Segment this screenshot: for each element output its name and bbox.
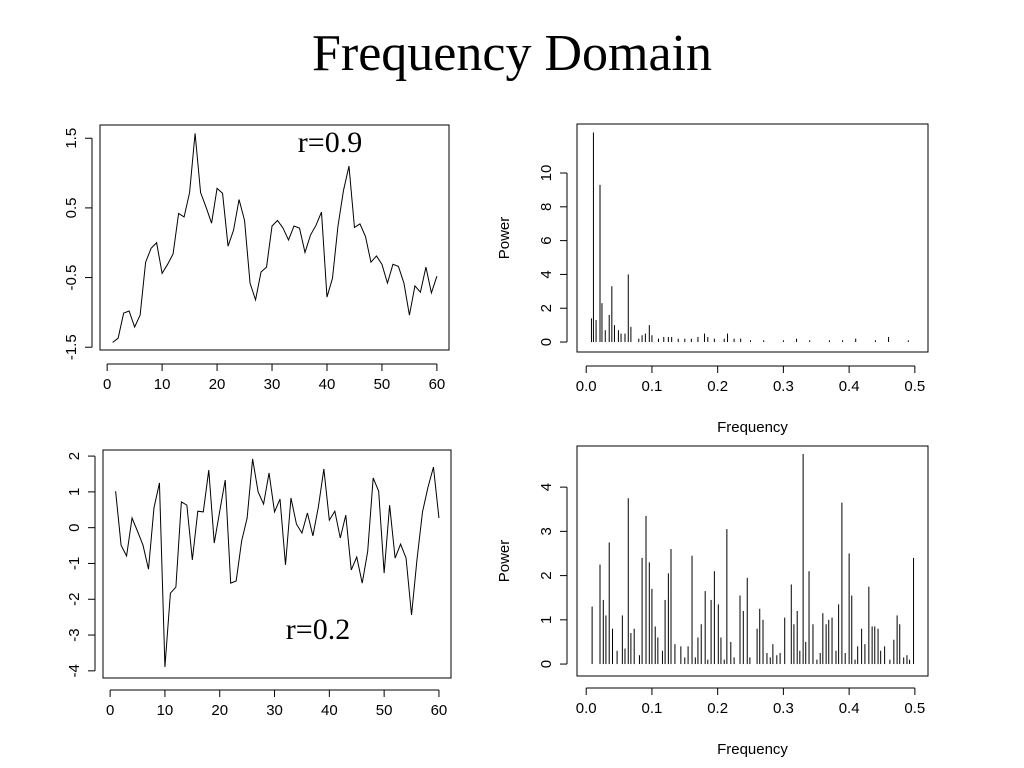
x-tick-label: 30 bbox=[264, 376, 281, 393]
y-tick-label: -3 bbox=[66, 628, 83, 641]
x-tick-label: 0.3 bbox=[773, 378, 794, 395]
y-tick-label: 2 bbox=[538, 571, 555, 579]
y-tick-label: 1 bbox=[538, 616, 555, 624]
x-tick-label: 40 bbox=[321, 702, 338, 719]
y-tick-label: -2 bbox=[66, 593, 83, 606]
x-tick-label: 0.2 bbox=[707, 378, 728, 395]
y-tick-label: -0.5 bbox=[63, 265, 80, 291]
annotation: r=0.2 bbox=[286, 613, 350, 646]
y-tick-label: 8 bbox=[538, 203, 555, 211]
y-tick-label: 2 bbox=[66, 452, 83, 460]
y-axis-label: Power bbox=[496, 540, 513, 583]
x-tick-label: 30 bbox=[266, 702, 283, 719]
x-tick-label: 0.5 bbox=[904, 700, 925, 717]
plot-frame bbox=[99, 124, 450, 351]
x-tick-label: 0 bbox=[103, 376, 111, 393]
series-line bbox=[112, 133, 438, 343]
y-tick-label: 4 bbox=[538, 483, 555, 491]
x-tick-label: 0.1 bbox=[642, 378, 663, 395]
x-tick-label: 0.0 bbox=[576, 700, 597, 717]
y-tick-label: -1.5 bbox=[63, 334, 80, 360]
x-tick-label: 20 bbox=[211, 702, 228, 719]
y-tick-label: 2 bbox=[538, 304, 555, 312]
y-tick-label: 10 bbox=[538, 165, 555, 182]
y-tick-label: 3 bbox=[538, 527, 555, 535]
y-tick-label: 0.5 bbox=[63, 197, 80, 218]
x-tick-label: 50 bbox=[376, 702, 393, 719]
slide-title: Frequency Domain bbox=[312, 25, 712, 82]
plot-frame bbox=[102, 449, 452, 679]
y-tick-label: 6 bbox=[538, 236, 555, 244]
x-tick-label: 0.2 bbox=[707, 700, 728, 717]
x-tick-label: 20 bbox=[209, 376, 226, 393]
series-line bbox=[115, 458, 440, 667]
y-tick-label: 1 bbox=[66, 488, 83, 496]
y-tick-label: 0 bbox=[538, 660, 555, 668]
annotation: r=0.9 bbox=[298, 126, 362, 159]
y-tick-label: -4 bbox=[66, 664, 83, 677]
x-tick-label: 10 bbox=[157, 702, 174, 719]
y-tick-label: 0 bbox=[538, 338, 555, 346]
y-axis-label: Power bbox=[496, 217, 513, 260]
y-tick-label: 4 bbox=[538, 270, 555, 278]
x-axis-label: Frequency bbox=[717, 741, 788, 758]
x-tick-label: 0 bbox=[106, 702, 114, 719]
y-tick-label: 1.5 bbox=[63, 128, 80, 149]
y-tick-label: -1 bbox=[66, 557, 83, 570]
x-tick-label: 50 bbox=[374, 376, 391, 393]
x-tick-label: 0.4 bbox=[839, 378, 860, 395]
plot-frame bbox=[576, 445, 929, 677]
x-tick-label: 40 bbox=[319, 376, 336, 393]
x-tick-label: 0.5 bbox=[904, 378, 925, 395]
plot-frame bbox=[576, 123, 929, 353]
x-tick-label: 10 bbox=[154, 376, 171, 393]
x-tick-label: 60 bbox=[431, 702, 448, 719]
x-tick-label: 0.0 bbox=[576, 378, 597, 395]
x-tick-label: 0.3 bbox=[773, 700, 794, 717]
x-tick-label: 0.1 bbox=[642, 700, 663, 717]
x-tick-label: 0.4 bbox=[839, 700, 860, 717]
x-tick-label: 60 bbox=[429, 376, 446, 393]
y-tick-label: 0 bbox=[66, 523, 83, 531]
x-axis-label: Frequency bbox=[717, 419, 788, 436]
